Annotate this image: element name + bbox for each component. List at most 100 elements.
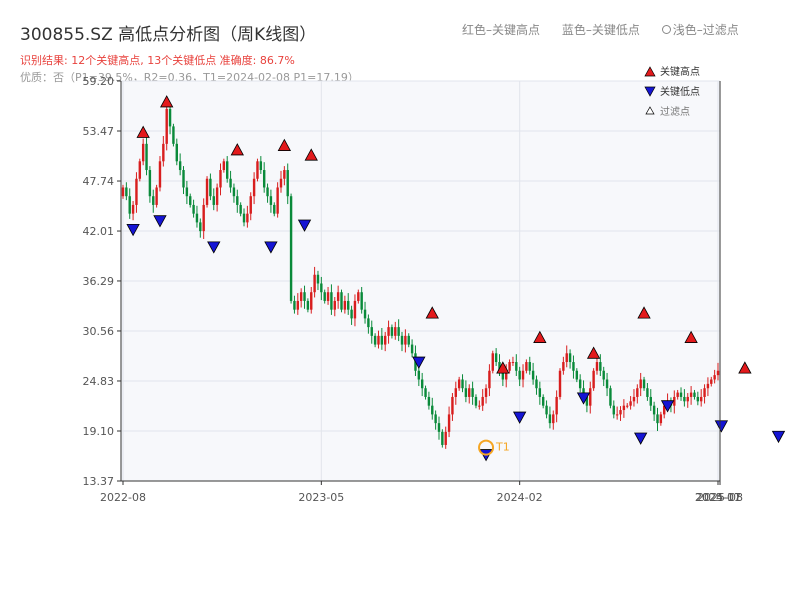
candle-body: [313, 274, 316, 293]
candle-body: [380, 335, 384, 345]
candle-body: [679, 392, 683, 397]
candle-body: [340, 292, 343, 310]
key-high-marker: [533, 330, 547, 343]
candle-body: [353, 300, 357, 319]
key-high-marker: [684, 330, 698, 343]
candle-body: [508, 362, 511, 371]
candle-body: [646, 388, 649, 397]
x-tick-label: 2025-08: [697, 491, 743, 504]
candle-body: [279, 178, 283, 188]
candle-body: [148, 170, 152, 197]
candle-body: [555, 396, 558, 415]
candle-body: [172, 126, 175, 144]
legend-high-triangle-icon: [644, 66, 656, 77]
candle-body: [427, 396, 431, 406]
candle-body: [289, 196, 293, 301]
candle-body: [310, 292, 313, 310]
candle-body: [461, 379, 464, 389]
candle-body: [387, 327, 390, 336]
candle-body: [303, 292, 306, 301]
key-low-marker: [297, 219, 312, 232]
candle-body: [212, 196, 215, 205]
candle-body: [659, 414, 663, 424]
candle-body: [320, 283, 323, 293]
candle-body: [205, 178, 209, 205]
candle-body: [377, 335, 380, 345]
candle-body: [431, 405, 434, 415]
candle-body: [326, 292, 330, 301]
candle-body: [165, 108, 168, 144]
candle-body: [622, 405, 626, 411]
candle-body: [410, 344, 414, 354]
candle-body: [568, 353, 572, 363]
candle-body: [447, 414, 451, 432]
candle-body: [609, 388, 612, 406]
key-low-marker: [126, 223, 140, 237]
key-high-marker: [637, 306, 651, 319]
candle-body: [626, 405, 629, 407]
candle-body: [152, 196, 155, 205]
candle-body: [699, 396, 703, 402]
candle-body: [552, 414, 555, 424]
candle-body: [383, 335, 387, 345]
legend-light-text: 浅色–过滤点: [672, 23, 739, 37]
candle-body: [716, 370, 720, 376]
y-tick-label: 24.83: [83, 375, 115, 388]
key-high-marker: [496, 361, 510, 374]
candle-body: [541, 396, 545, 406]
candle-body: [162, 143, 165, 162]
candle-body: [434, 414, 437, 424]
x-tick-label: 2025-07: [695, 491, 741, 504]
candle-body: [538, 388, 542, 397]
candle-body: [478, 405, 481, 407]
key-low-marker: [576, 392, 591, 405]
candle-body: [592, 370, 595, 389]
candle-body: [259, 161, 263, 171]
candle-body: [256, 161, 259, 179]
candle-body: [531, 370, 535, 380]
candle-body: [357, 292, 360, 301]
candle-body: [138, 161, 142, 179]
candle-body: [451, 396, 454, 415]
candle-body: [632, 396, 636, 402]
candle-body: [575, 370, 579, 380]
legend-filtered-triangle-icon: [645, 106, 655, 115]
legend-light-item: 浅色–过滤点: [661, 23, 739, 37]
candle-body: [515, 362, 518, 371]
candle-body: [457, 379, 461, 389]
candle-body: [296, 300, 300, 310]
candle-body: [612, 405, 616, 415]
candle-body: [673, 396, 676, 406]
candle-body: [266, 187, 269, 197]
legend-high-label: 关键高点: [660, 65, 700, 78]
candle-body: [222, 161, 226, 171]
y-tick-label: 13.37: [83, 475, 115, 488]
candle-body: [219, 170, 222, 188]
candle-body: [155, 187, 158, 205]
candle-body: [246, 213, 249, 223]
y-tick-labels: 13.37 19.10 24.83 30.56 36.29 42.01 47.74 53.47…: [83, 75, 115, 488]
key-high-marker: [304, 148, 318, 161]
y-tick-label: 19.10: [83, 425, 115, 438]
hollow-circle-icon: [661, 25, 671, 34]
candle-body: [225, 161, 229, 179]
key-low-marker: [264, 241, 278, 254]
candle-body: [252, 178, 256, 197]
candle-body: [521, 370, 525, 380]
x-tick-label: 2023-05: [298, 491, 344, 504]
candle-body: [360, 292, 363, 310]
key-high-marker: [160, 95, 174, 108]
candle-body: [269, 196, 273, 205]
candle-body: [189, 196, 192, 205]
candle-body: [229, 178, 232, 188]
candle-body: [505, 370, 508, 380]
candle-body: [494, 353, 498, 363]
key-high-marker: [738, 361, 752, 374]
candle-body: [602, 370, 605, 380]
candle-body: [424, 388, 427, 397]
candle-body: [135, 178, 138, 205]
candle-body: [273, 204, 276, 214]
candle-body: [299, 292, 303, 301]
candle-body: [639, 379, 642, 389]
